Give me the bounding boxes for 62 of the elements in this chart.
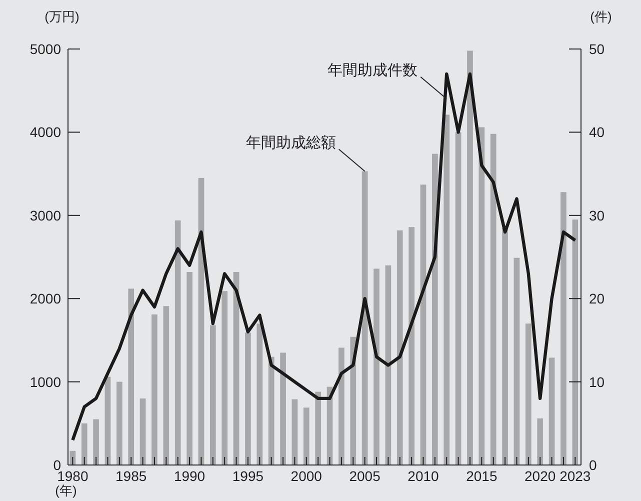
- bar: [292, 399, 298, 465]
- bar: [338, 348, 344, 465]
- bar: [152, 314, 158, 465]
- y2-tick-label: 40: [589, 124, 605, 140]
- x-tick-label: 2023: [560, 468, 591, 484]
- y-tick-label: 2000: [30, 290, 62, 307]
- bar: [315, 392, 321, 465]
- bar: [374, 268, 380, 465]
- y2-tick-label: 0: [589, 457, 597, 473]
- bar: [502, 228, 508, 465]
- bar: [560, 192, 566, 465]
- bar: [537, 418, 544, 465]
- x-tick-label: 1985: [116, 468, 147, 484]
- bar: [222, 291, 228, 465]
- bar: [455, 132, 462, 465]
- y2-tick-label: 10: [589, 374, 605, 390]
- y2-axis-title: (件): [590, 9, 612, 24]
- bar: [81, 423, 88, 465]
- bar: [116, 382, 122, 465]
- bar: [163, 306, 170, 465]
- x-tick-label: 1995: [232, 468, 264, 484]
- x-tick-label: 2015: [466, 468, 498, 484]
- x-tick-label: 1990: [174, 468, 206, 484]
- x-tick-label: 2005: [349, 468, 381, 484]
- bar: [385, 265, 392, 465]
- bar: [408, 227, 414, 465]
- bar: [93, 419, 99, 465]
- y2-tick-label: 30: [589, 207, 605, 224]
- bar: [256, 324, 263, 465]
- bar: [280, 352, 286, 465]
- y-tick-label: 5000: [30, 41, 62, 57]
- bar: [490, 134, 496, 465]
- y-axis-title: (万円): [44, 9, 80, 24]
- x-tick-label: 2000: [290, 468, 322, 484]
- y-tick-label: 3000: [30, 207, 62, 224]
- bar: [350, 336, 356, 465]
- bar: [268, 356, 274, 465]
- x-tick-label: 2020: [524, 468, 556, 484]
- bar: [245, 332, 251, 465]
- bar: [174, 220, 181, 465]
- bar: [210, 325, 216, 465]
- y-tick-label: 4000: [30, 124, 62, 140]
- bar: [396, 230, 403, 465]
- bar: [303, 408, 310, 465]
- x-tick-label: 2010: [408, 468, 440, 484]
- y2-tick-label: 50: [589, 41, 605, 57]
- bar: [186, 272, 192, 465]
- bar: [140, 398, 146, 465]
- bar: [420, 184, 426, 465]
- bar: [572, 220, 578, 465]
- bar: [548, 358, 555, 465]
- bar: [514, 258, 520, 465]
- y2-tick-label: 20: [589, 290, 605, 307]
- annotation: 年間助成総額: [246, 134, 336, 152]
- bar: [444, 114, 450, 465]
- bar: [104, 376, 111, 465]
- annotation: 年間助成件数: [328, 62, 418, 79]
- bar: [128, 288, 134, 465]
- y-tick-label: 1000: [30, 374, 62, 390]
- bar: [467, 50, 473, 465]
- x-axis-title: (年): [55, 483, 77, 498]
- bar: [525, 324, 532, 465]
